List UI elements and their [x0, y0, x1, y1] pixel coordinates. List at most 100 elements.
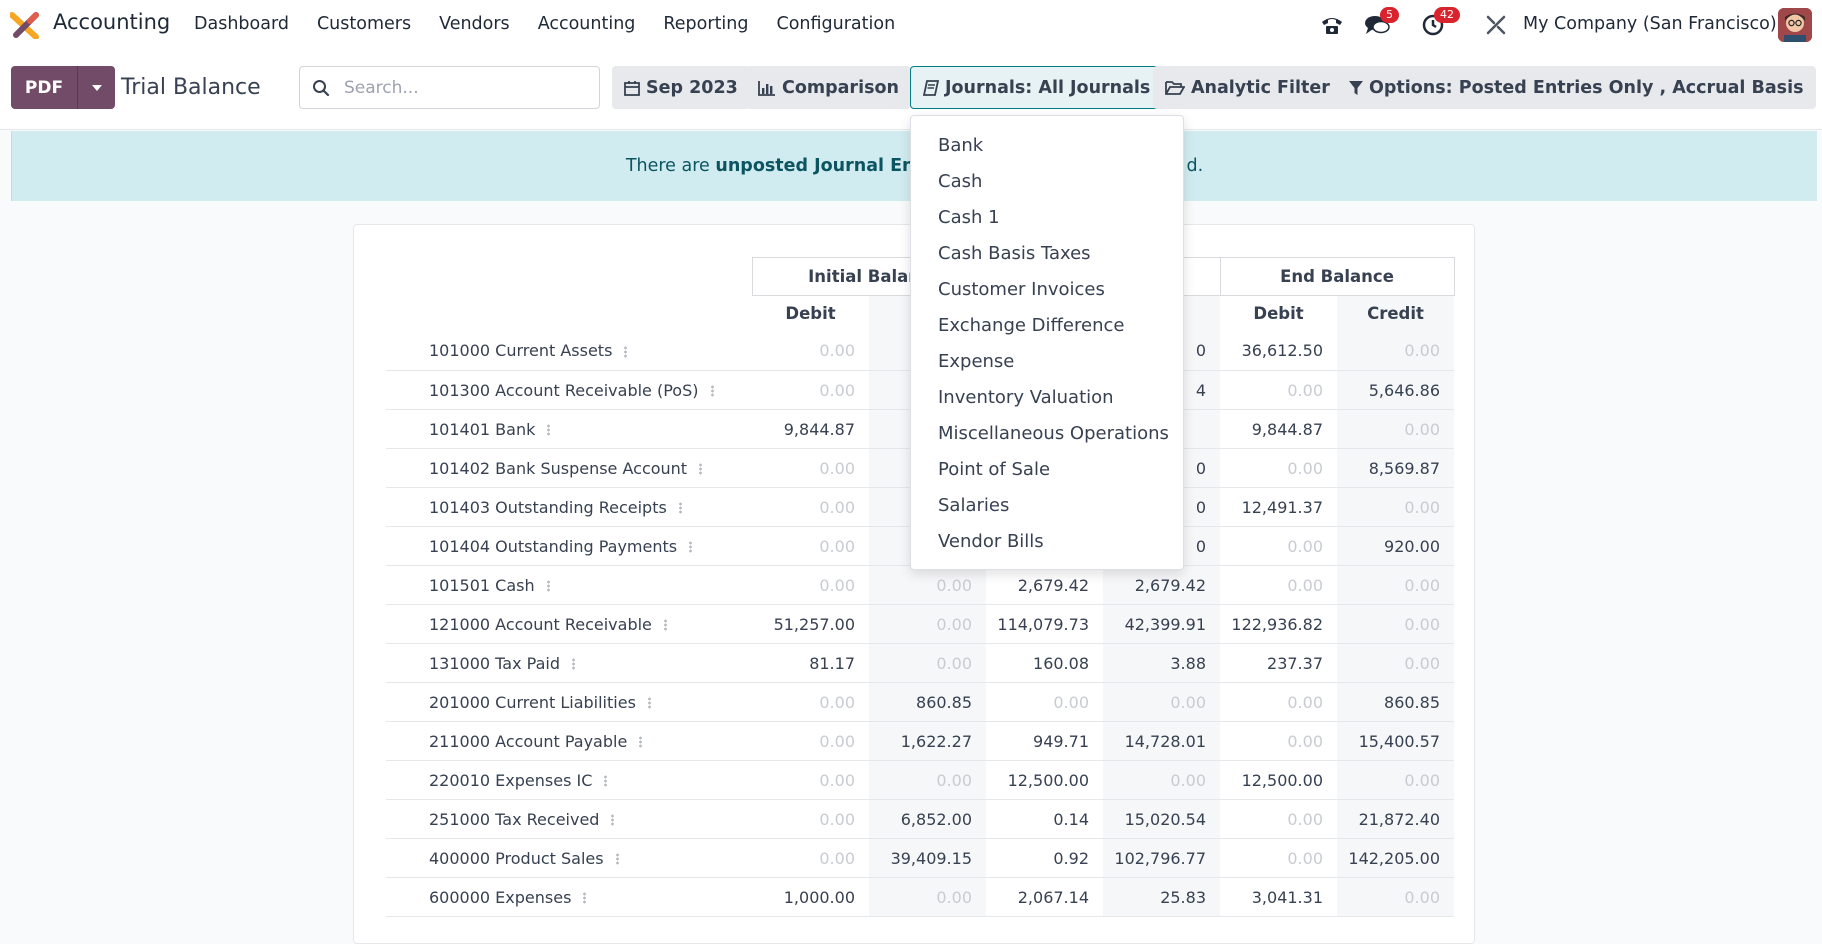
- amount-cell: 0.00: [1337, 643, 1454, 683]
- analytic-filter-button[interactable]: Analytic Filter: [1153, 66, 1342, 109]
- search-input[interactable]: [344, 77, 564, 98]
- row-actions-icon[interactable]: [678, 502, 682, 514]
- journal-option-point-of-sale[interactable]: Point of Sale: [938, 459, 1051, 480]
- account-name[interactable]: 101300 Account Receivable (PoS): [429, 380, 699, 400]
- menu-vendors[interactable]: Vendors: [439, 14, 510, 34]
- row-actions-icon[interactable]: [571, 658, 575, 670]
- account-cell[interactable]: 101300 Account Receivable (PoS): [386, 370, 752, 410]
- journals-filter-button[interactable]: Journals: All Journals: [910, 66, 1164, 109]
- account-name[interactable]: 400000 Product Sales: [429, 848, 604, 868]
- filter-icon: [1349, 80, 1363, 96]
- row-actions-icon[interactable]: [699, 463, 703, 475]
- account-cell[interactable]: 101402 Bank Suspense Account: [386, 448, 752, 488]
- folder-open-icon: [1165, 80, 1185, 96]
- amount-cell: 2,067.14: [986, 877, 1103, 917]
- row-actions-icon[interactable]: [615, 853, 619, 865]
- journal-option-expense[interactable]: Expense: [938, 351, 1015, 372]
- account-cell[interactable]: 101000 Current Assets: [386, 331, 752, 371]
- tools-icon[interactable]: [1483, 10, 1509, 40]
- amount-cell: 0.00: [869, 760, 986, 800]
- account-name[interactable]: 101000 Current Assets: [429, 341, 613, 361]
- row-actions-icon[interactable]: [663, 619, 667, 631]
- row-actions-icon[interactable]: [547, 424, 551, 436]
- account-name[interactable]: 600000 Expenses: [429, 887, 572, 907]
- col-initial-debit: Debit: [785, 304, 836, 324]
- account-name[interactable]: 201000 Current Liabilities: [429, 692, 636, 712]
- journal-option-vendor-bills[interactable]: Vendor Bills: [938, 531, 1044, 552]
- journal-option-cash[interactable]: Cash: [938, 171, 983, 192]
- amount-cell: 237.37: [1220, 643, 1337, 683]
- account-name[interactable]: 101401 Bank: [429, 419, 536, 439]
- account-cell[interactable]: 600000 Expenses: [386, 877, 752, 917]
- pdf-dropdown-toggle[interactable]: [77, 66, 115, 109]
- account-name[interactable]: 101501 Cash: [429, 575, 535, 595]
- menu-reporting[interactable]: Reporting: [663, 14, 749, 34]
- row-actions-icon[interactable]: [604, 775, 608, 787]
- row-actions-icon[interactable]: [611, 814, 615, 826]
- accounting-app-icon[interactable]: [10, 11, 40, 39]
- activities-icon[interactable]: 42: [1418, 7, 1460, 40]
- row-actions-icon[interactable]: [546, 580, 550, 592]
- row-actions-icon[interactable]: [583, 892, 587, 904]
- row-actions-icon[interactable]: [710, 385, 714, 397]
- journal-option-exchange-difference[interactable]: Exchange Difference: [938, 315, 1125, 336]
- menu-customers[interactable]: Customers: [316, 14, 412, 34]
- row-actions-icon[interactable]: [689, 541, 693, 553]
- account-name[interactable]: 211000 Account Payable: [429, 731, 628, 751]
- account-cell[interactable]: 220010 Expenses IC: [386, 760, 752, 800]
- account-name[interactable]: 101403 Outstanding Receipts: [429, 497, 667, 517]
- amount-cell: 0.00: [752, 682, 869, 722]
- account-cell[interactable]: 101401 Bank: [386, 409, 752, 449]
- account-cell[interactable]: 101501 Cash: [386, 565, 752, 605]
- unposted-entries-link[interactable]: unposted Journal Entr: [715, 156, 932, 176]
- pdf-button[interactable]: PDF: [11, 66, 77, 109]
- account-name[interactable]: 101404 Outstanding Payments: [429, 536, 678, 556]
- journal-option-bank[interactable]: Bank: [938, 135, 984, 156]
- phone-icon[interactable]: [1318, 10, 1346, 40]
- account-name[interactable]: 101402 Bank Suspense Account: [429, 458, 688, 478]
- date-filter-button[interactable]: Sep 2023: [612, 66, 750, 109]
- row-actions-icon[interactable]: [624, 345, 628, 358]
- amount-cell: 0.00: [1337, 877, 1454, 917]
- menu-configuration[interactable]: Configuration: [776, 14, 896, 34]
- amount-cell: 3.88: [1103, 643, 1220, 683]
- account-cell[interactable]: 400000 Product Sales: [386, 838, 752, 878]
- amount-cell: 0.00: [1337, 409, 1454, 449]
- account-name[interactable]: 220010 Expenses IC: [429, 770, 593, 790]
- table-row: 101501 Cash 0.00 0.00 2,679.42 2,679.42 0.00 0…: [386, 565, 1454, 605]
- comparison-button[interactable]: Comparison: [746, 66, 911, 109]
- account-cell[interactable]: 131000 Tax Paid: [386, 643, 752, 683]
- amount-cell: 0.00: [1337, 331, 1454, 371]
- app-name[interactable]: Accounting: [53, 10, 171, 34]
- account-name[interactable]: 251000 Tax Received: [429, 809, 600, 829]
- amount-cell: 0.00: [986, 682, 1103, 722]
- account-cell[interactable]: 121000 Account Receivable: [386, 604, 752, 644]
- amount-cell: 0.00: [1220, 370, 1337, 410]
- company-switcher[interactable]: My Company (San Francisco): [1523, 14, 1777, 34]
- messages-icon[interactable]: 5: [1362, 7, 1399, 40]
- user-avatar[interactable]: [1778, 8, 1812, 42]
- amount-cell: 0.00: [869, 643, 986, 683]
- amount-cell: 36,612.50: [1220, 331, 1337, 371]
- journal-option-miscellaneous-operations[interactable]: Miscellaneous Operations: [938, 423, 1169, 444]
- journal-option-customer-invoices[interactable]: Customer Invoices: [938, 279, 1105, 300]
- journal-option-cash-basis-taxes[interactable]: Cash Basis Taxes: [938, 243, 1091, 264]
- menu-accounting[interactable]: Accounting: [537, 14, 636, 34]
- account-name[interactable]: 121000 Account Receivable: [429, 614, 652, 634]
- journal-option-inventory-valuation[interactable]: Inventory Valuation: [938, 387, 1114, 408]
- row-actions-icon[interactable]: [647, 697, 651, 709]
- amount-cell: 0.00: [1337, 565, 1454, 605]
- journal-option-cash-1[interactable]: Cash 1: [938, 207, 1000, 228]
- account-name[interactable]: 131000 Tax Paid: [429, 653, 560, 673]
- account-cell[interactable]: 201000 Current Liabilities: [386, 682, 752, 722]
- account-cell[interactable]: 101403 Outstanding Receipts: [386, 487, 752, 527]
- menu-dashboard[interactable]: Dashboard: [194, 14, 289, 34]
- account-cell[interactable]: 211000 Account Payable: [386, 721, 752, 761]
- account-cell[interactable]: 101404 Outstanding Payments: [386, 526, 752, 566]
- options-filter-button[interactable]: Options: Posted Entries Only , Accrual B…: [1337, 66, 1816, 109]
- search-box[interactable]: [299, 66, 600, 109]
- row-actions-icon[interactable]: [639, 736, 643, 748]
- amount-cell: 0.00: [1220, 838, 1337, 878]
- account-cell[interactable]: 251000 Tax Received: [386, 799, 752, 839]
- journal-option-salaries[interactable]: Salaries: [938, 495, 1010, 516]
